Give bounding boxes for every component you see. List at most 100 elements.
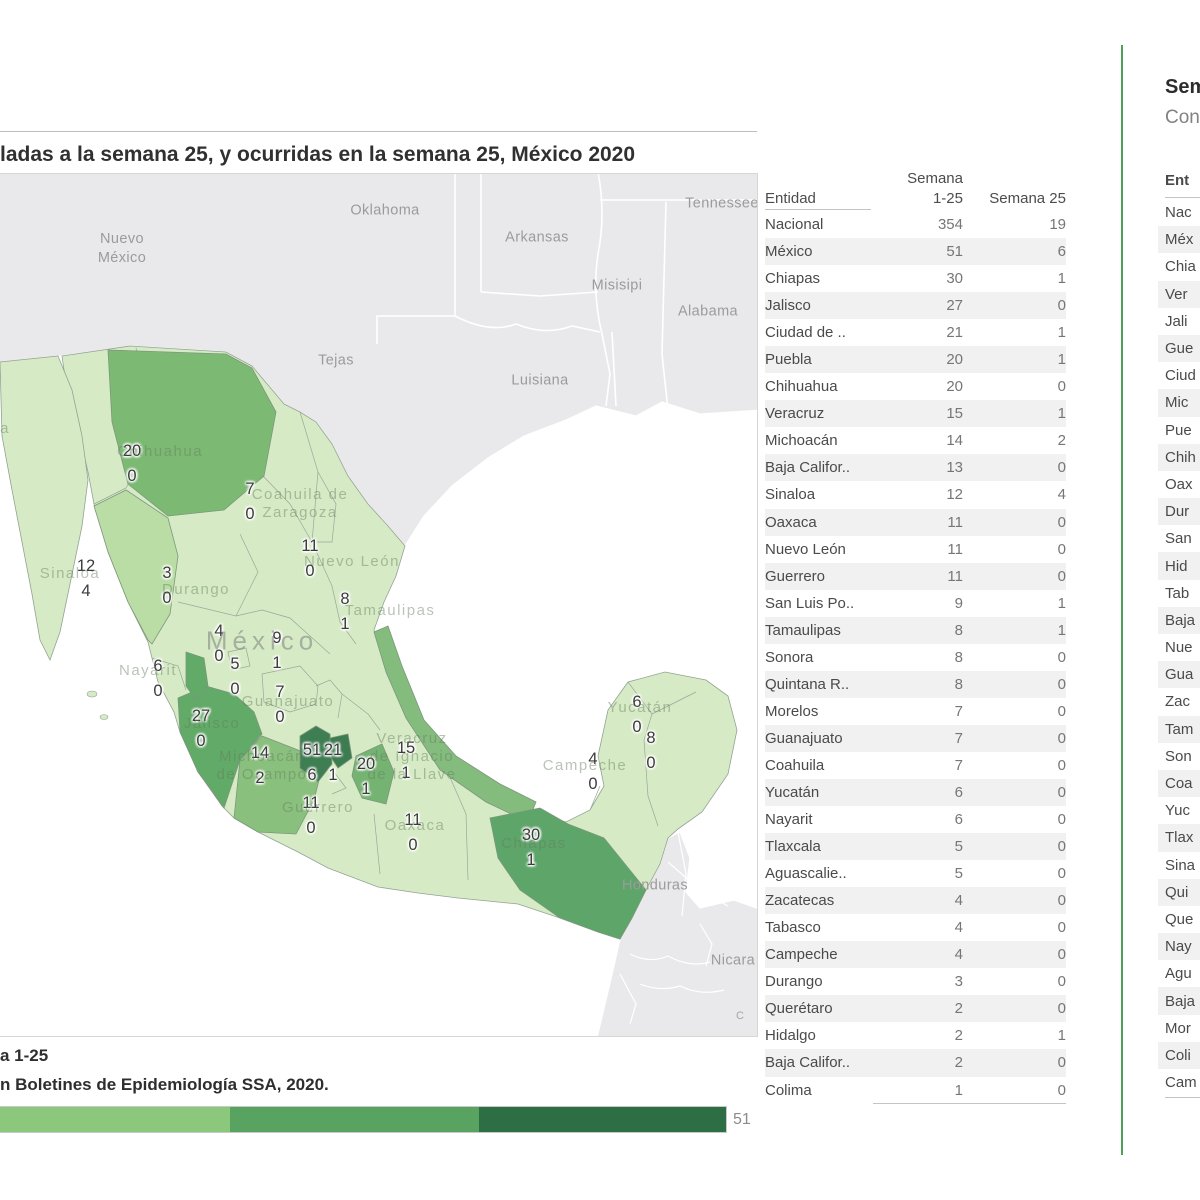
map-attribution: C: [736, 1010, 744, 1022]
table-body: Nacional 354 19 México 51 6 Chiapas 30 1 Jalisco 2…: [765, 211, 1066, 1104]
side-table-row[interactable]: Chih: [1158, 443, 1200, 471]
header-semana-1-25[interactable]: 1-25: [932, 190, 963, 207]
table-row[interactable]: Oaxaca 11 0: [765, 508, 1066, 536]
dashboard-divider: [1121, 45, 1123, 1155]
central-america-borders: [619, 831, 729, 1025]
side-table-row[interactable]: Tlax: [1158, 824, 1200, 852]
table-row[interactable]: Colima 1 0: [765, 1081, 1066, 1099]
side-table-row[interactable]: Chia: [1165, 258, 1196, 276]
header-semana-25[interactable]: Semana 25: [989, 190, 1066, 207]
side-header-entidad[interactable]: Ent: [1165, 172, 1190, 189]
table-row[interactable]: Puebla 20 1: [765, 346, 1066, 374]
side-table-row[interactable]: Mic: [1158, 389, 1200, 417]
side-table-row[interactable]: Pue: [1165, 421, 1192, 439]
mexico-map-svg: [0, 174, 757, 1036]
side-table-row[interactable]: Mor: [1165, 1019, 1191, 1037]
side-table-row[interactable]: Oax: [1165, 475, 1193, 493]
table-row[interactable]: Campeche 4 0: [765, 941, 1066, 969]
legend-max-value: 51: [733, 1111, 751, 1128]
table-row[interactable]: Sinaloa 12 4: [765, 486, 1066, 504]
table-row[interactable]: Durango 3 0: [765, 973, 1066, 991]
side-table-row[interactable]: Coa: [1158, 769, 1200, 798]
header-entidad[interactable]: Entidad: [765, 190, 816, 207]
table-row[interactable]: Guanajuato 7 0: [765, 724, 1066, 752]
side-header-underline: [1165, 197, 1200, 198]
side-table-row[interactable]: Son: [1165, 747, 1192, 765]
table-row[interactable]: Veracruz 15 1: [765, 400, 1066, 428]
legend-segment: [0, 1107, 230, 1132]
side-table-row[interactable]: Dur: [1158, 498, 1200, 526]
table-row[interactable]: Michoacán 14 2: [765, 432, 1066, 450]
page-title: ladas a la semana 25, y ocurridas en la …: [0, 143, 636, 166]
table-row[interactable]: Chiapas 30 1: [765, 270, 1066, 288]
side-table-row[interactable]: Tab: [1165, 584, 1190, 602]
table-row[interactable]: Yucatán 6 0: [765, 778, 1066, 807]
state-borders: [93, 347, 697, 881]
side-table-row[interactable]: Jali: [1165, 312, 1188, 330]
side-table-row[interactable]: Ciud: [1165, 367, 1196, 385]
table-row[interactable]: Nayarit 6 0: [765, 811, 1066, 829]
table-row[interactable]: Tlaxcala 5 0: [765, 833, 1066, 861]
table-row[interactable]: Nuevo León 11 0: [765, 540, 1066, 558]
table-row[interactable]: Quintana R.. 8 0: [765, 670, 1066, 698]
islas-marias: [86, 690, 98, 698]
table-row[interactable]: Coahuila 7 0: [765, 756, 1066, 774]
side-table-row[interactable]: Que: [1165, 910, 1194, 928]
side-table-row[interactable]: Ver: [1158, 280, 1200, 308]
table-row[interactable]: Jalisco 27 0: [765, 292, 1066, 320]
side-table-row[interactable]: Tam: [1158, 715, 1200, 743]
table-row[interactable]: Baja Califor.. 13 0: [765, 454, 1066, 482]
table-row[interactable]: Nacional 354 19: [765, 216, 1066, 234]
colored-states: [93, 349, 647, 940]
side-table-row[interactable]: Gua: [1158, 661, 1200, 689]
table-row[interactable]: México 51 6: [765, 238, 1066, 266]
side-table-row[interactable]: Hid: [1158, 552, 1200, 580]
side-table-row[interactable]: Nac: [1165, 204, 1192, 222]
legend-segment: [229, 1107, 480, 1132]
table-row[interactable]: Chihuahua 20 0: [765, 378, 1066, 396]
baja-california-peninsula[interactable]: [0, 355, 89, 662]
table-row[interactable]: Hidalgo 2 1: [765, 1027, 1066, 1045]
table-row[interactable]: Zacatecas 4 0: [765, 887, 1066, 915]
side-table-row[interactable]: Cam: [1165, 1074, 1197, 1092]
state-mexico[interactable]: [299, 725, 333, 783]
side-table-row[interactable]: Agu: [1165, 965, 1192, 983]
side-table-row[interactable]: Qui: [1158, 878, 1200, 906]
side-table-row[interactable]: Baja: [1158, 606, 1200, 634]
table-row[interactable]: Tamaulipas 8 1: [765, 616, 1066, 644]
table-row[interactable]: Morelos 7 0: [765, 702, 1066, 720]
table-row[interactable]: Sonora 8 0: [765, 648, 1066, 666]
side-table-row[interactable]: Coli: [1158, 1041, 1200, 1069]
table-row[interactable]: Guerrero 11 0: [765, 562, 1066, 590]
side-table-row[interactable]: Sina: [1165, 856, 1196, 874]
side-table-row[interactable]: Gue: [1158, 334, 1200, 363]
table-bottom-border: [873, 1103, 1066, 1104]
state-puebla[interactable]: [351, 743, 395, 805]
state-sinaloa[interactable]: [93, 489, 179, 645]
small-island: [99, 714, 109, 720]
table-row[interactable]: Baja Califor.. 2 0: [765, 1049, 1066, 1077]
side-table-row[interactable]: Nay: [1158, 933, 1200, 961]
table-row[interactable]: Tabasco 4 0: [765, 919, 1066, 937]
state-chihuahua[interactable]: [107, 349, 277, 517]
side-table-row[interactable]: Méx: [1158, 226, 1200, 254]
side-table-row[interactable]: Zac: [1165, 693, 1191, 711]
state-chiapas[interactable]: [489, 807, 647, 940]
side-table-row[interactable]: San: [1165, 530, 1192, 548]
side-table-row[interactable]: Nue: [1165, 639, 1193, 657]
table-row[interactable]: Aguascalie.. 5 0: [765, 865, 1066, 883]
side-table-row[interactable]: Baja: [1158, 987, 1200, 1015]
state-jalisco-north[interactable]: [185, 651, 209, 701]
table-row[interactable]: Ciudad de .. 21 1: [765, 324, 1066, 342]
entity-table: Semana Entidad 1-25 Semana 25 Nacional 35…: [765, 170, 1066, 1104]
table-row[interactable]: San Luis Po.. 9 1: [765, 594, 1066, 612]
top-divider: [0, 131, 757, 132]
state-cdmx[interactable]: [329, 733, 353, 769]
side-table-row[interactable]: Yuc: [1165, 802, 1191, 820]
table-row[interactable]: Querétaro 2 0: [765, 995, 1066, 1023]
state-veracruz[interactable]: [373, 625, 537, 823]
color-legend-bar[interactable]: [0, 1106, 727, 1133]
legend-source: n Boletines de Epidemiología SSA, 2020.: [0, 1075, 329, 1094]
side-panel-title: Sem: [1165, 76, 1200, 98]
choropleth-map-panel[interactable]: 20 0 12 4 3 0 7 0 11 0 8 1 4 0 9 1 6 0 5 0 7 0 27 0 14 2 51 6 21 1 20 1…: [0, 173, 758, 1037]
